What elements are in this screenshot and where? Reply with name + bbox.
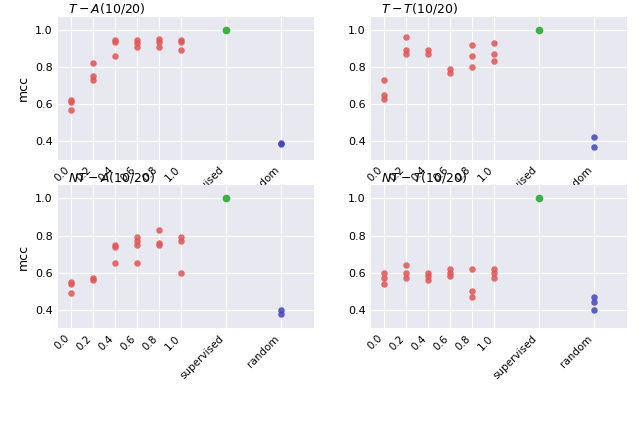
Point (221, 195, 231, 202)
Point (379, 77, 389, 83)
Point (379, 269, 389, 276)
Point (490, 40, 500, 46)
Point (401, 47, 411, 53)
Text: $T - T(10/20)$: $T - T(10/20)$ (381, 1, 458, 16)
Point (221, 27, 231, 33)
Point (66, 279, 76, 285)
Point (401, 275, 411, 282)
Point (66, 99, 76, 106)
Point (467, 41, 477, 48)
Point (534, 27, 544, 33)
Point (66, 97, 76, 104)
Point (88, 60, 98, 67)
Point (177, 238, 187, 245)
Point (423, 273, 433, 280)
Point (467, 266, 477, 272)
Point (154, 39, 164, 45)
Point (154, 226, 164, 233)
Point (88, 275, 98, 282)
Point (66, 290, 76, 296)
Point (177, 39, 187, 45)
Point (177, 269, 187, 276)
Point (445, 266, 456, 272)
Point (154, 240, 164, 246)
Y-axis label: mcc: mcc (17, 244, 29, 270)
Point (110, 260, 120, 267)
Point (132, 37, 142, 43)
Point (589, 293, 599, 300)
Point (401, 51, 411, 57)
Point (401, 269, 411, 276)
Point (534, 195, 544, 202)
Point (589, 299, 599, 306)
Point (467, 64, 477, 70)
Point (467, 288, 477, 295)
Point (276, 311, 286, 318)
Point (88, 277, 98, 283)
Point (423, 269, 433, 276)
Point (132, 43, 142, 50)
Point (276, 141, 286, 147)
Point (490, 51, 500, 57)
Point (132, 242, 142, 248)
Point (110, 39, 120, 45)
Point (177, 47, 187, 53)
Text: $NT - A(10/20)$: $NT - A(10/20)$ (68, 170, 155, 185)
Point (467, 53, 477, 59)
Point (589, 134, 599, 141)
Point (132, 234, 142, 241)
Point (66, 280, 76, 287)
Point (88, 73, 98, 80)
Point (490, 266, 500, 272)
Point (379, 275, 389, 282)
Point (379, 95, 389, 102)
Point (401, 262, 411, 269)
Point (490, 275, 500, 282)
Point (66, 106, 76, 113)
Point (445, 69, 456, 76)
Point (379, 280, 389, 287)
Text: $NT - T(10/20)$: $NT - T(10/20)$ (381, 170, 467, 185)
Point (276, 306, 286, 313)
Point (154, 43, 164, 50)
Point (490, 269, 500, 276)
Y-axis label: mcc: mcc (17, 75, 29, 101)
Point (276, 140, 286, 147)
Point (423, 51, 433, 57)
Point (88, 77, 98, 83)
Point (445, 273, 456, 280)
Point (110, 37, 120, 43)
Point (110, 243, 120, 250)
Point (132, 260, 142, 267)
Point (423, 47, 433, 53)
Point (401, 34, 411, 40)
Point (467, 293, 477, 300)
Point (490, 58, 500, 65)
Point (445, 269, 456, 276)
Point (110, 53, 120, 59)
Point (132, 238, 142, 245)
Point (589, 144, 599, 150)
Point (132, 40, 142, 46)
Point (423, 277, 433, 283)
Point (110, 242, 120, 248)
Point (154, 36, 164, 43)
Point (445, 65, 456, 72)
Point (379, 91, 389, 98)
Point (177, 234, 187, 241)
Point (589, 306, 599, 313)
Point (154, 242, 164, 248)
Point (177, 37, 187, 43)
Text: $T - A(10/20)$: $T - A(10/20)$ (68, 1, 146, 16)
